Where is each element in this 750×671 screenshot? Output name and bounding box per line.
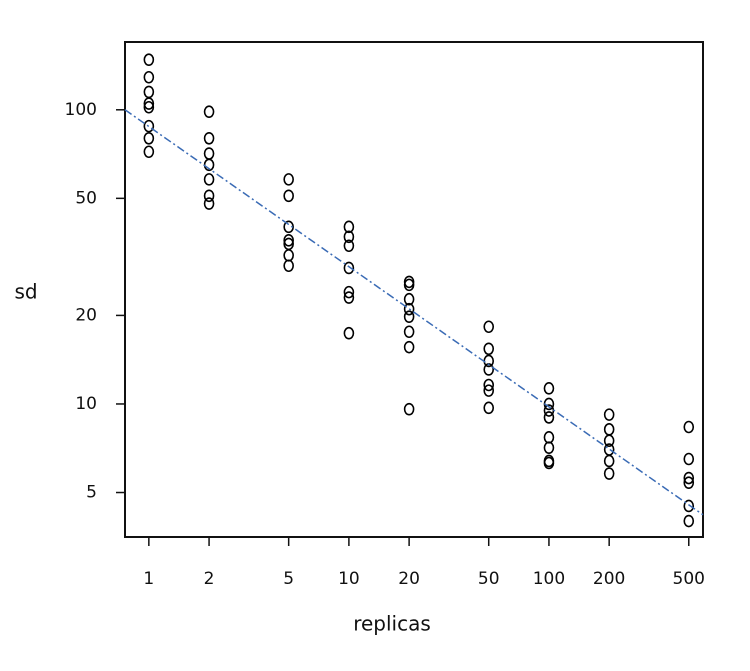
data-point	[483, 378, 495, 392]
data-point	[403, 278, 415, 292]
data-point	[603, 408, 615, 421]
data-point	[403, 292, 415, 306]
y-tick-label: 50	[75, 188, 97, 208]
x-axis-label: replicas	[353, 612, 431, 636]
data-point	[143, 85, 155, 99]
x-tick-label: 5	[283, 569, 294, 589]
data-point	[343, 239, 355, 253]
y-axis-label: sd	[14, 280, 37, 304]
data-point	[603, 423, 615, 436]
x-tick-label: 50	[478, 569, 500, 589]
data-point	[143, 97, 155, 110]
data-point	[683, 476, 695, 489]
x-tick-label: 100	[533, 569, 565, 589]
data-point	[143, 70, 155, 84]
data-point	[683, 452, 695, 466]
data-point	[483, 363, 495, 376]
data-point	[343, 326, 355, 340]
y-tick-label: 10	[75, 394, 97, 414]
data-point	[343, 261, 355, 275]
data-point	[283, 259, 294, 273]
data-point	[343, 230, 355, 244]
data-point	[403, 310, 415, 323]
x-tick-label: 10	[338, 569, 360, 589]
data-point	[403, 340, 415, 354]
data-point	[143, 132, 155, 145]
data-point	[283, 173, 294, 186]
data-point	[683, 420, 695, 434]
data-point	[483, 384, 495, 397]
y-tick-label: 5	[86, 483, 97, 503]
y-tick-label: 100	[65, 100, 97, 120]
data-point	[483, 320, 495, 334]
x-tick-label: 20	[398, 569, 420, 589]
data-point	[283, 249, 294, 262]
data-point	[683, 471, 695, 485]
data-point	[543, 411, 555, 424]
data-point	[543, 456, 555, 470]
data-point	[203, 173, 215, 186]
x-tick-label: 2	[204, 569, 215, 589]
data-point	[603, 467, 615, 480]
x-tick-label: 500	[673, 569, 705, 589]
data-point	[203, 197, 215, 210]
x-tick-label: 1	[143, 569, 154, 589]
data-point	[343, 285, 355, 299]
data-point	[603, 434, 615, 448]
data-point	[683, 514, 695, 528]
data-point	[343, 220, 355, 234]
data-point	[543, 431, 555, 444]
data-point	[203, 132, 215, 145]
data-point	[483, 342, 495, 356]
data-point	[283, 189, 294, 203]
data-point	[203, 105, 215, 119]
data-point	[343, 291, 355, 304]
data-point	[603, 454, 615, 468]
x-tick-label: 200	[593, 569, 625, 589]
data-point	[683, 499, 695, 513]
data-point	[543, 382, 555, 395]
data-point	[143, 145, 155, 159]
data-point	[403, 402, 415, 416]
fit-line	[124, 109, 704, 516]
data-point	[143, 53, 155, 67]
data-point	[143, 119, 155, 133]
plot-frame	[124, 41, 704, 538]
data-point	[283, 234, 294, 247]
y-tick-label: 20	[75, 305, 97, 325]
data-point	[203, 189, 215, 203]
data-point	[483, 401, 495, 415]
data-point	[203, 147, 215, 160]
data-point	[143, 100, 155, 114]
data-point	[403, 325, 415, 339]
data-point	[403, 302, 415, 316]
data-point	[543, 441, 555, 455]
